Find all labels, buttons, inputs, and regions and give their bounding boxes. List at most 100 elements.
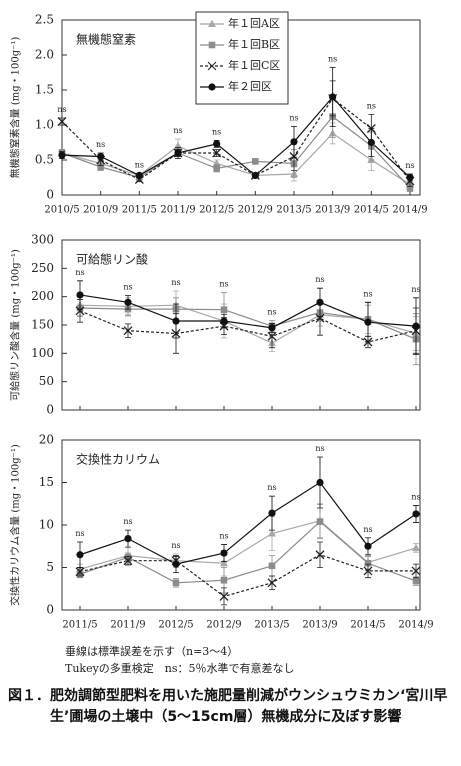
annotation: ns	[173, 126, 182, 135]
marker-circle	[364, 318, 372, 326]
series-line	[61, 97, 411, 182]
marker-square	[364, 559, 372, 567]
annotation: ns	[367, 102, 376, 111]
series-line	[61, 96, 411, 178]
series-line	[79, 520, 417, 584]
marker-circle	[316, 298, 324, 306]
marker-circle	[213, 140, 221, 148]
x-tick-label: 2011/9	[160, 205, 195, 216]
marker-circle	[174, 149, 182, 157]
marker-circle	[268, 324, 276, 332]
annotation: ns	[96, 140, 105, 149]
caption-label: 図１．	[8, 688, 50, 704]
series-line	[79, 520, 417, 570]
annotation: ns	[219, 532, 228, 541]
marker-circle	[412, 322, 420, 330]
annotation: ns	[75, 529, 84, 538]
series-line	[79, 481, 417, 565]
x-tick-label: 2014/5	[350, 620, 385, 631]
marker-square	[220, 306, 228, 313]
y-tick-label: 100	[31, 346, 54, 360]
y-tick-label: 0	[46, 188, 54, 202]
y-tick-label: 5	[46, 560, 54, 574]
marker-x	[123, 556, 133, 566]
marker-x	[57, 117, 67, 126]
legend-marker	[208, 83, 216, 91]
marker-circle	[220, 549, 228, 557]
marker-circle	[406, 173, 414, 182]
annotation: ns	[219, 280, 228, 289]
marker-circle	[412, 510, 420, 518]
marker-circle	[172, 317, 180, 325]
marker-x	[75, 306, 85, 316]
legend-label: 年１回A区	[228, 16, 280, 30]
legend-marker	[208, 19, 216, 27]
annotation: ns	[171, 278, 180, 287]
marker-square	[172, 579, 180, 587]
x-tick-label: 2011/9	[110, 620, 145, 631]
y-tick-label: 2.5	[35, 13, 54, 27]
legend-marker	[207, 61, 217, 71]
marker-x	[267, 331, 277, 341]
y-tick-label: 10	[39, 518, 54, 532]
marker-square	[268, 562, 276, 570]
marker-circle	[316, 478, 324, 487]
annotation: ns	[328, 55, 337, 64]
annotation: ns	[289, 113, 298, 122]
panel-title: 可給態リン酸	[76, 252, 148, 267]
annotation: ns	[315, 275, 324, 284]
series-line	[79, 307, 417, 340]
y-tick-label: 0	[46, 603, 54, 617]
marker-x	[315, 313, 325, 323]
marker-circle	[76, 551, 84, 559]
marker-circle	[124, 298, 132, 306]
x-tick-label: 2013/9	[302, 620, 337, 631]
panel-title: 交換性カリウム	[76, 452, 160, 467]
series-line	[79, 554, 416, 598]
series-line	[79, 294, 417, 329]
x-tick-label: 2010/9	[83, 205, 118, 216]
y-axis-label: 無機態窒素含量 (mg・100g⁻¹)	[9, 37, 22, 179]
x-tick-label: 2012/9	[206, 620, 241, 631]
x-tick-label: 2011/5	[62, 620, 97, 631]
y-tick-label: 0	[46, 403, 54, 417]
caption-text: 肥効調節型肥料を用いた施肥量削減がウンシュウミカン‘宮川早生’圃場の土壌中（5～…	[50, 688, 448, 725]
marker-circle	[76, 291, 84, 299]
x-tick-label: 2012/9	[238, 205, 273, 216]
marker-x	[212, 148, 222, 158]
marker-square	[406, 184, 414, 192]
y-tick-label: 150	[31, 318, 54, 332]
y-tick-label: 1.5	[35, 83, 54, 97]
y-tick-label: 1.0	[35, 118, 54, 132]
y-tick-label: 250	[31, 261, 54, 275]
marker-circle	[124, 535, 132, 543]
marker-circle	[364, 542, 372, 550]
marker-square	[97, 163, 104, 171]
x-tick-label: 2014/9	[398, 620, 433, 631]
annotation: ns	[405, 161, 414, 170]
annotation: ns	[411, 492, 420, 501]
x-tick-label: 2012/5	[199, 205, 234, 216]
marker-x	[363, 566, 373, 576]
annotation: ns	[212, 127, 221, 136]
marker-x	[75, 567, 85, 577]
marker-square	[316, 518, 324, 525]
legend-label: 年１回B区	[228, 37, 280, 51]
x-tick-label: 2010/5	[44, 205, 79, 216]
annotation: ns	[135, 160, 144, 169]
note: 垂線は標準誤差を示す（n=3～4）	[65, 644, 238, 658]
y-tick-label: 300	[31, 233, 54, 247]
x-tick-label: 2014/5	[354, 205, 389, 216]
chart: 垂線は標準誤差を示す（n=3～4） Tukeyの多重検定 ns：5％水準で有意差…	[9, 11, 434, 675]
y-axis-label: 可給態リン酸含量 (mg・100g⁻¹)	[9, 249, 22, 401]
marker-circle	[220, 317, 228, 325]
marker-circle	[58, 151, 66, 159]
annotation: ns	[123, 517, 132, 526]
y-tick-label: 0.5	[35, 153, 54, 167]
annotation: ns	[171, 541, 180, 550]
annotation: ns	[363, 525, 372, 534]
annotation: ns	[75, 268, 84, 277]
marker-square	[252, 158, 259, 165]
marker-circle	[97, 152, 105, 161]
